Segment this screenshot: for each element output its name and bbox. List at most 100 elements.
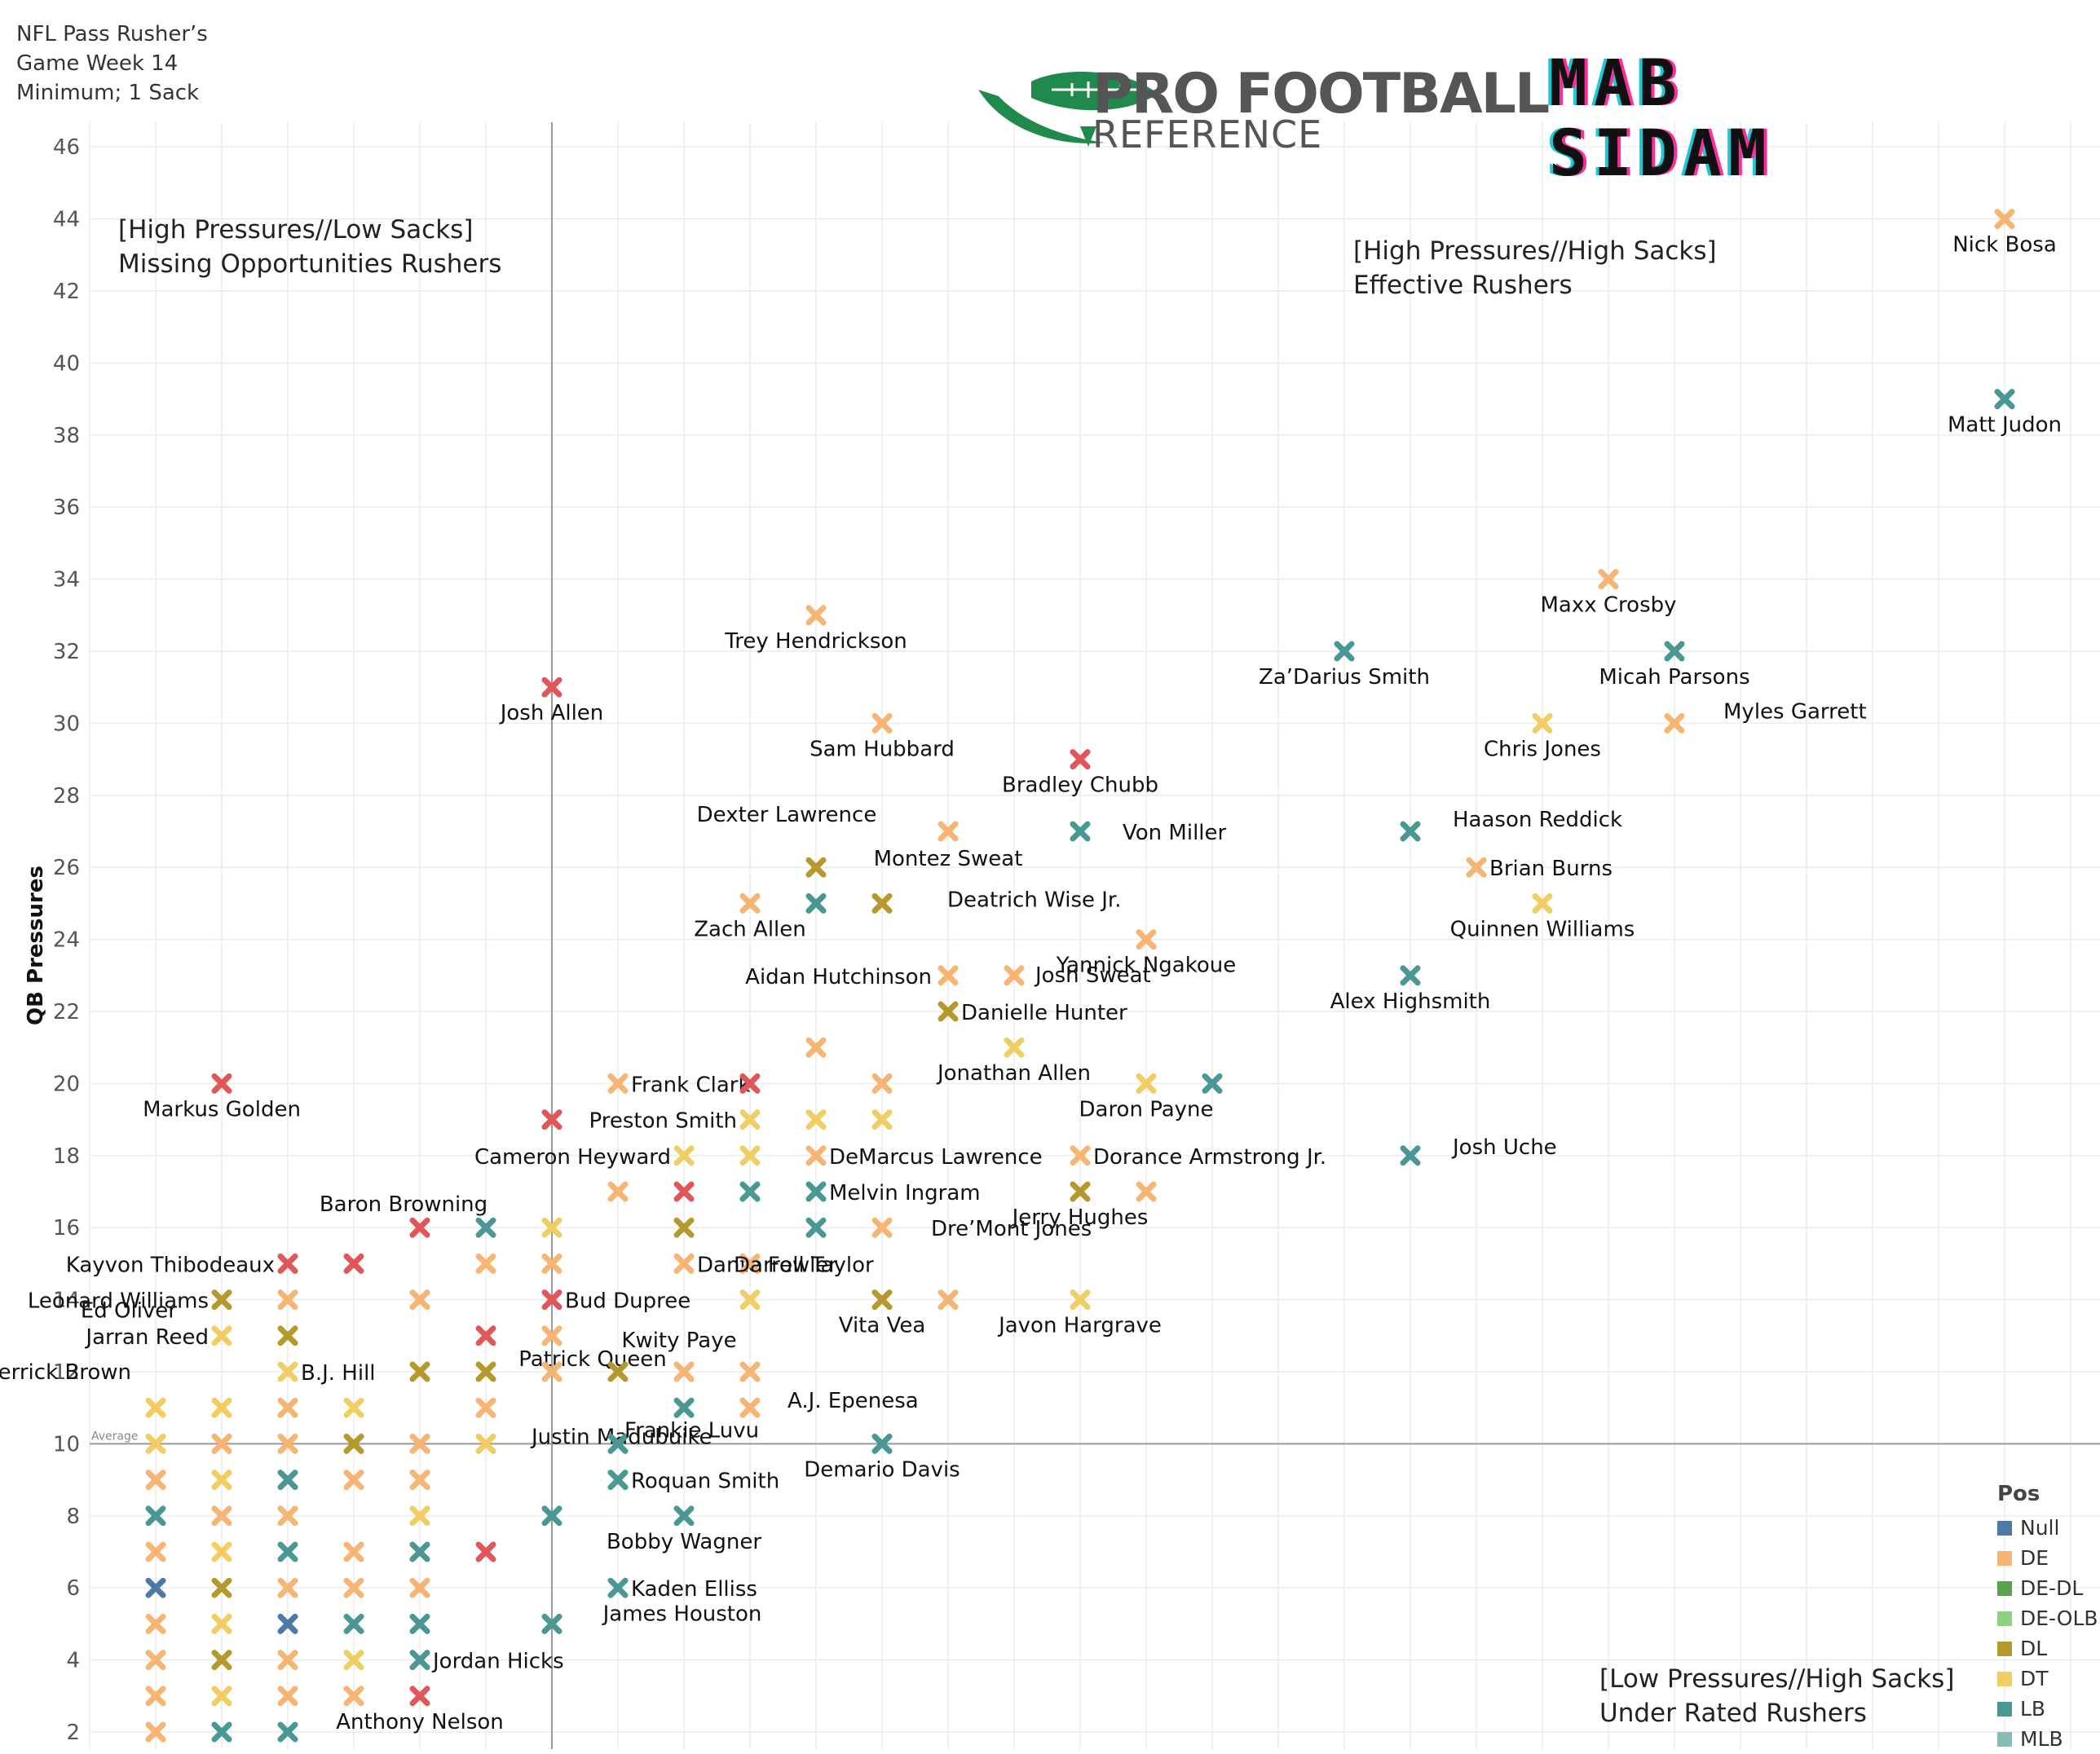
- data-point: [475, 1361, 496, 1382]
- data-point: [277, 1650, 298, 1671]
- data-point: [1400, 1145, 1421, 1166]
- point-label: Dorance Armstrong Jr.: [1093, 1145, 1326, 1170]
- legend-item: DL: [1997, 1633, 2098, 1664]
- data-point: [343, 1433, 364, 1454]
- data-point: [607, 1181, 629, 1202]
- data-point: [145, 1397, 166, 1418]
- data-point: [541, 1613, 562, 1634]
- legend-label: DE-DL: [2020, 1576, 2084, 1600]
- data-point: [673, 1145, 695, 1166]
- point-label: Anthony Nelson: [336, 1710, 504, 1734]
- data-point: [211, 1289, 232, 1311]
- data-point: [805, 892, 827, 914]
- data-point: [211, 1470, 232, 1491]
- data-point: [805, 605, 827, 626]
- point-label: Haason Reddick: [1453, 808, 1622, 832]
- data-point: [607, 1361, 629, 1382]
- legend-swatch: [1997, 1701, 2012, 1717]
- data-point: [211, 1397, 232, 1418]
- data-point: [739, 1253, 761, 1274]
- data-point: [1532, 712, 1553, 734]
- y-tick-label: 36: [53, 496, 80, 520]
- mab-sidam-logo: MAB SIDAM: [1549, 49, 1773, 189]
- data-point: [409, 1361, 430, 1382]
- quadrant-label-line2: Under Rated Rushers: [1599, 1699, 1867, 1728]
- data-point: [409, 1217, 430, 1238]
- data-point: [871, 712, 893, 734]
- data-point: [211, 1433, 232, 1454]
- data-point: [1334, 641, 1355, 662]
- data-point: [475, 1325, 496, 1346]
- data-point: [871, 1073, 893, 1094]
- point-label: Micah Parsons: [1599, 665, 1749, 690]
- data-point: [145, 1505, 166, 1527]
- legend-item: Null: [1997, 1513, 2098, 1543]
- data-point: [343, 1613, 364, 1634]
- data-point: [277, 1361, 298, 1382]
- y-tick-label: 14: [53, 1289, 80, 1313]
- point-label: Josh Uche: [1451, 1135, 1557, 1160]
- data-point: [938, 821, 959, 842]
- legend-title: Pos: [1997, 1482, 2040, 1506]
- data-point: [145, 1650, 166, 1671]
- data-point: [938, 1001, 959, 1022]
- data-point: [1202, 1073, 1223, 1094]
- data-point: [871, 1109, 893, 1130]
- data-point: [1004, 1037, 1025, 1058]
- pfr-logo-line2: REFERENCE: [1092, 112, 1323, 156]
- data-point: [211, 1577, 232, 1598]
- data-point: [409, 1686, 430, 1707]
- point-label: Cameron Heyward: [474, 1145, 671, 1170]
- y-tick-label: 28: [53, 784, 80, 809]
- data-point: [541, 1361, 562, 1382]
- point-label: Kwity Paye: [621, 1329, 736, 1353]
- data-point: [739, 1145, 761, 1166]
- y-tick-label: 24: [53, 928, 80, 953]
- data-point: [211, 1541, 232, 1562]
- point-label: Trey Hendrickson: [724, 629, 907, 654]
- data-point: [541, 1289, 562, 1311]
- point-label: Daron Payne: [1079, 1097, 1213, 1122]
- point-label: Von Miller: [1123, 821, 1227, 845]
- data-point: [409, 1650, 430, 1671]
- point-label: Demario Davis: [804, 1457, 960, 1482]
- legend-swatch: [1997, 1731, 2012, 1747]
- data-point: [409, 1613, 430, 1634]
- data-point: [1070, 1289, 1091, 1311]
- data-point: [739, 1109, 761, 1130]
- data-point: [343, 1253, 364, 1274]
- data-point: [145, 1470, 166, 1491]
- point-label: Alex Highsmith: [1330, 989, 1491, 1014]
- quadrant-label-line1: [Low Pressures//High Sacks]: [1599, 1664, 1954, 1694]
- point-label: Vita Vea: [839, 1314, 926, 1338]
- quadrant-label-line2: Effective Rushers: [1353, 271, 1573, 300]
- y-tick-label: 10: [53, 1432, 80, 1457]
- data-point: [541, 1217, 562, 1238]
- point-label: Danielle Hunter: [961, 1001, 1127, 1025]
- data-point: [739, 1397, 761, 1418]
- y-tick-label: 34: [53, 568, 80, 593]
- y-tick-label: 26: [53, 856, 80, 880]
- data-point: [739, 1073, 761, 1094]
- data-point: [607, 1470, 629, 1491]
- y-tick-label: 46: [53, 135, 80, 160]
- point-label: Frank Clark: [631, 1073, 751, 1097]
- legend-label: LB: [2020, 1697, 2046, 1721]
- data-point: [739, 892, 761, 914]
- data-point: [1598, 569, 1619, 590]
- data-point: [1664, 712, 1685, 734]
- point-label: Derrick Brown: [0, 1360, 131, 1385]
- data-point: [145, 1613, 166, 1634]
- data-point: [211, 1686, 232, 1707]
- chart-subtitle-week: Game Week 14: [16, 51, 179, 76]
- data-point: [409, 1577, 430, 1598]
- data-point: [871, 1433, 893, 1454]
- point-label: Yannick Ngakoue: [1056, 954, 1236, 978]
- data-point: [343, 1577, 364, 1598]
- y-tick-label: 2: [66, 1721, 80, 1745]
- data-point: [1070, 1181, 1091, 1202]
- data-point: [1664, 641, 1685, 662]
- data-point: [673, 1181, 695, 1202]
- legend-items: Null DE DE-DL DE-OLB DL DT LB MLB: [1997, 1513, 2098, 1754]
- point-label: Markus Golden: [143, 1097, 301, 1122]
